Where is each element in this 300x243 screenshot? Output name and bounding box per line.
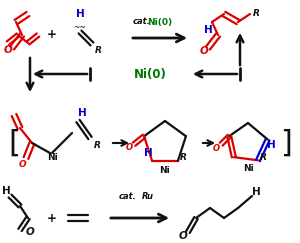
Text: H: H (204, 25, 212, 35)
Text: ]: ] (280, 129, 292, 157)
Text: [: [ (8, 129, 20, 157)
Text: O: O (200, 46, 208, 56)
Text: R: R (94, 140, 100, 149)
Text: R: R (253, 9, 260, 18)
Text: H: H (267, 139, 276, 149)
Text: R: R (94, 45, 101, 54)
Text: +: + (47, 28, 57, 42)
Text: H: H (76, 9, 84, 19)
Text: O: O (178, 231, 188, 241)
Text: Ru: Ru (142, 191, 154, 200)
Text: cat.: cat. (119, 191, 137, 200)
Text: Ni: Ni (160, 165, 170, 174)
Text: H: H (2, 186, 10, 196)
Text: Ni(0): Ni(0) (134, 68, 166, 80)
Text: Ni: Ni (46, 153, 57, 162)
Text: +: + (47, 211, 57, 225)
Text: R: R (179, 153, 186, 162)
Text: H: H (78, 108, 86, 118)
Text: cat.: cat. (133, 17, 151, 26)
Text: H: H (144, 148, 152, 158)
Text: O: O (18, 159, 26, 168)
Text: R: R (260, 153, 266, 162)
Text: Ni(0): Ni(0) (147, 17, 172, 26)
Text: ~~: ~~ (74, 24, 86, 33)
Text: O: O (213, 144, 220, 153)
Text: H: H (252, 187, 260, 197)
Text: O: O (4, 45, 12, 55)
Text: Ni: Ni (243, 164, 254, 173)
Text: O: O (125, 143, 133, 152)
Text: O: O (26, 227, 35, 237)
